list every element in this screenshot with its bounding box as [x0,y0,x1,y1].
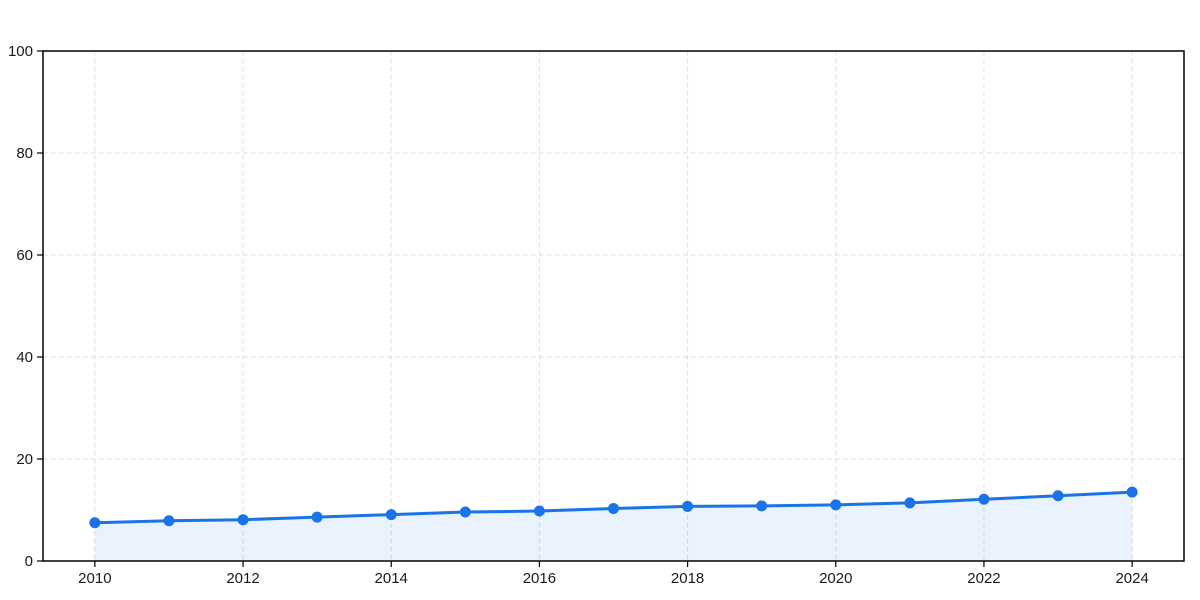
data-point-2012 [237,514,249,526]
x-tick-label: 2020 [819,570,852,587]
data-point-2022 [978,493,990,505]
x-tick-label: 2012 [226,570,259,587]
data-point-2011 [163,515,175,527]
data-point-2016 [533,505,545,517]
x-tick-label: 2010 [78,570,111,587]
x-tick-label: 2024 [1115,570,1148,587]
data-point-2020 [830,499,842,511]
data-point-2023 [1052,490,1064,502]
x-tick-label: 2022 [967,570,1000,587]
data-point-2018 [682,500,694,512]
series-area-fill [94,492,1133,561]
plot-border [42,50,1185,562]
data-point-2024 [1126,486,1138,498]
y-tick-label: 40 [16,349,33,366]
x-tick-label: 2018 [671,570,704,587]
x-tick-label: 2016 [523,570,556,587]
data-point-2015 [459,506,471,518]
y-tick-label: 0 [25,553,33,570]
data-point-2013 [311,511,323,523]
y-tick-label: 60 [16,247,33,264]
data-point-2010 [89,517,101,529]
y-tick-label: 20 [16,451,33,468]
x-tick-label: 2014 [375,570,408,587]
data-point-2021 [904,497,916,509]
data-point-2019 [756,500,768,512]
data-point-2017 [608,502,619,514]
data-point-2014 [385,509,397,521]
y-tick-label: 100 [8,43,33,60]
y-tick-label: 80 [16,145,33,162]
